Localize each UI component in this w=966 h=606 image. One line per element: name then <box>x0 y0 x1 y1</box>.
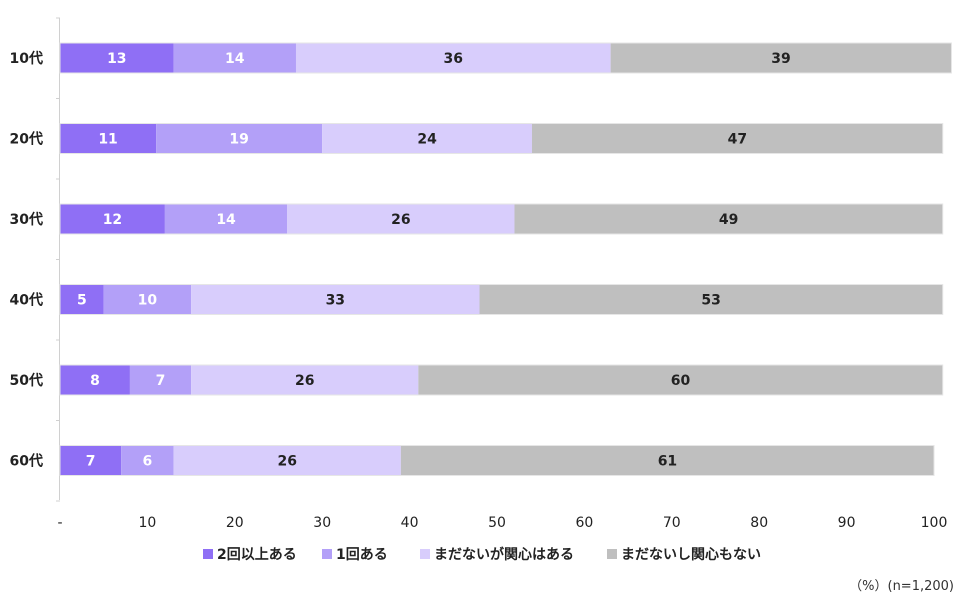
data-label: 13 <box>107 51 126 67</box>
bar-segment <box>418 365 943 395</box>
bar-segment <box>121 445 174 476</box>
data-label: 26 <box>391 212 410 228</box>
data-label: 14 <box>225 51 245 67</box>
bar-outline <box>59 123 944 154</box>
bar-segment <box>287 204 515 234</box>
x-tick-label: 50 <box>488 515 506 531</box>
bar-outline <box>59 364 944 396</box>
bar-segment <box>164 204 288 234</box>
bar-segment <box>60 445 122 476</box>
legend-label: 2回以上ある <box>217 547 297 563</box>
x-tick-label: 40 <box>401 515 419 531</box>
x-tick-label: 20 <box>226 515 244 531</box>
bar-segment <box>479 284 943 315</box>
category-label: 50代 <box>10 372 43 389</box>
data-label: 60 <box>671 373 691 389</box>
bar-outline <box>59 445 935 476</box>
data-label: 8 <box>90 373 100 389</box>
bar-outline <box>59 203 944 235</box>
data-label: 39 <box>771 51 790 67</box>
category-label: 20代 <box>10 131 43 148</box>
bar-segment <box>60 365 130 395</box>
x-tick-label: 90 <box>838 515 856 531</box>
bar-segment <box>295 43 611 73</box>
bar-segment <box>191 284 480 315</box>
legend-label: まだないし関心もない <box>621 547 761 563</box>
data-label: 14 <box>216 212 236 228</box>
x-tick-label: 30 <box>313 515 331 531</box>
x-tick-label: 10 <box>138 515 156 531</box>
data-label: 6 <box>143 454 153 470</box>
bar-segment <box>531 123 943 154</box>
data-label: 11 <box>98 132 117 148</box>
legend-swatch <box>203 549 213 559</box>
bar-outline <box>59 284 944 315</box>
data-label: 26 <box>277 454 296 470</box>
sample-note: （%）(n=1,200) <box>849 579 954 594</box>
category-label: 30代 <box>10 211 43 228</box>
x-tick-label: - <box>57 515 62 531</box>
legend-swatch <box>607 549 617 559</box>
bar-segment <box>60 43 174 73</box>
bar-segment <box>156 123 323 154</box>
data-label: 33 <box>326 293 345 309</box>
data-label: 26 <box>295 373 314 389</box>
data-label: 10 <box>138 293 158 309</box>
bar-segment <box>400 445 934 476</box>
data-label: 7 <box>156 373 166 389</box>
legend-swatch <box>322 549 332 559</box>
bar-segment <box>610 43 952 73</box>
legend-label: 1回ある <box>336 547 388 563</box>
data-label: 47 <box>728 132 747 148</box>
bar-segment <box>60 204 165 234</box>
category-label: 10代 <box>10 50 43 67</box>
bar-segment <box>173 445 401 476</box>
bar-segment <box>60 123 157 154</box>
bar-segment <box>129 365 192 395</box>
category-label: 40代 <box>10 292 43 309</box>
data-label: 12 <box>103 212 122 228</box>
x-tick-label: 100 <box>921 515 948 531</box>
bar-outline <box>59 42 952 74</box>
legend-swatch <box>420 549 430 559</box>
x-tick-label: 60 <box>575 515 593 531</box>
data-label: 19 <box>229 132 248 148</box>
data-label: 5 <box>77 293 87 309</box>
data-label: 24 <box>417 132 437 148</box>
x-tick-label: 70 <box>663 515 681 531</box>
data-label: 7 <box>86 454 96 470</box>
data-label: 53 <box>701 293 720 309</box>
bar-segment <box>103 284 192 315</box>
x-tick-label: 80 <box>750 515 768 531</box>
data-label: 61 <box>658 454 677 470</box>
legend-label: まだないが関心はある <box>434 546 574 563</box>
bar-segment <box>60 284 104 315</box>
data-label: 49 <box>719 212 738 228</box>
data-label: 36 <box>444 51 463 67</box>
bar-segment <box>322 123 532 154</box>
bar-segment <box>514 204 943 234</box>
bar-segment <box>191 365 419 395</box>
bar-segment <box>173 43 296 73</box>
category-label: 60代 <box>10 453 43 470</box>
